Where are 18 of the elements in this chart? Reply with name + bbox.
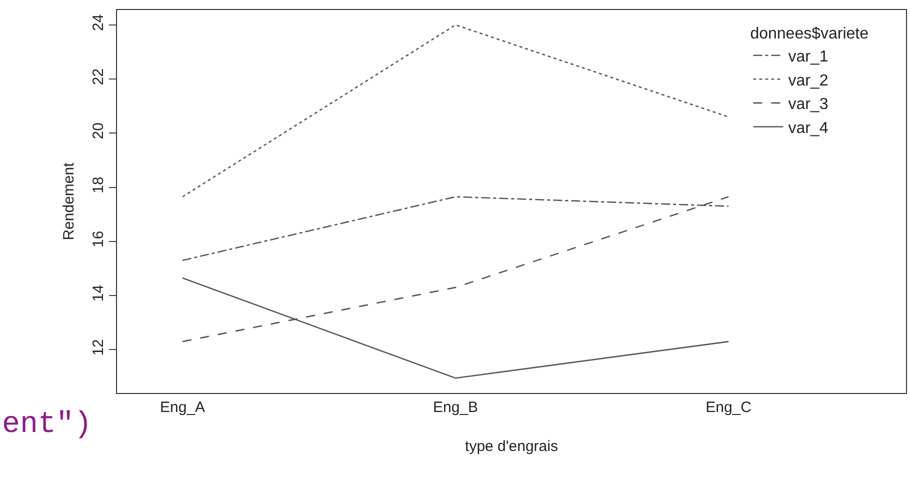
y-tick-label: 24 <box>90 14 107 31</box>
legend-label: var_2 <box>788 72 828 90</box>
y-tick-label: 20 <box>90 122 107 140</box>
legend-label: var_3 <box>788 96 828 114</box>
y-tick-label: 22 <box>90 68 107 86</box>
x-axis-title: type d'engrais <box>465 438 558 455</box>
y-tick-label: 12 <box>90 339 107 356</box>
legend-title: donnees$variete <box>750 25 869 42</box>
legend-label: var_1 <box>788 48 828 66</box>
y-tick-label: 14 <box>90 284 107 302</box>
y-tick-label: 16 <box>90 230 107 248</box>
legend-label: var_4 <box>788 120 828 137</box>
text: ent") <box>2 408 92 442</box>
y-tick-label: 18 <box>90 176 107 194</box>
x-tick-label: Eng_C <box>706 399 752 416</box>
y-axis-title: Rendement <box>60 162 78 240</box>
x-tick-label: Eng_A <box>160 399 206 416</box>
x-tick-label: Eng_B <box>433 399 478 416</box>
